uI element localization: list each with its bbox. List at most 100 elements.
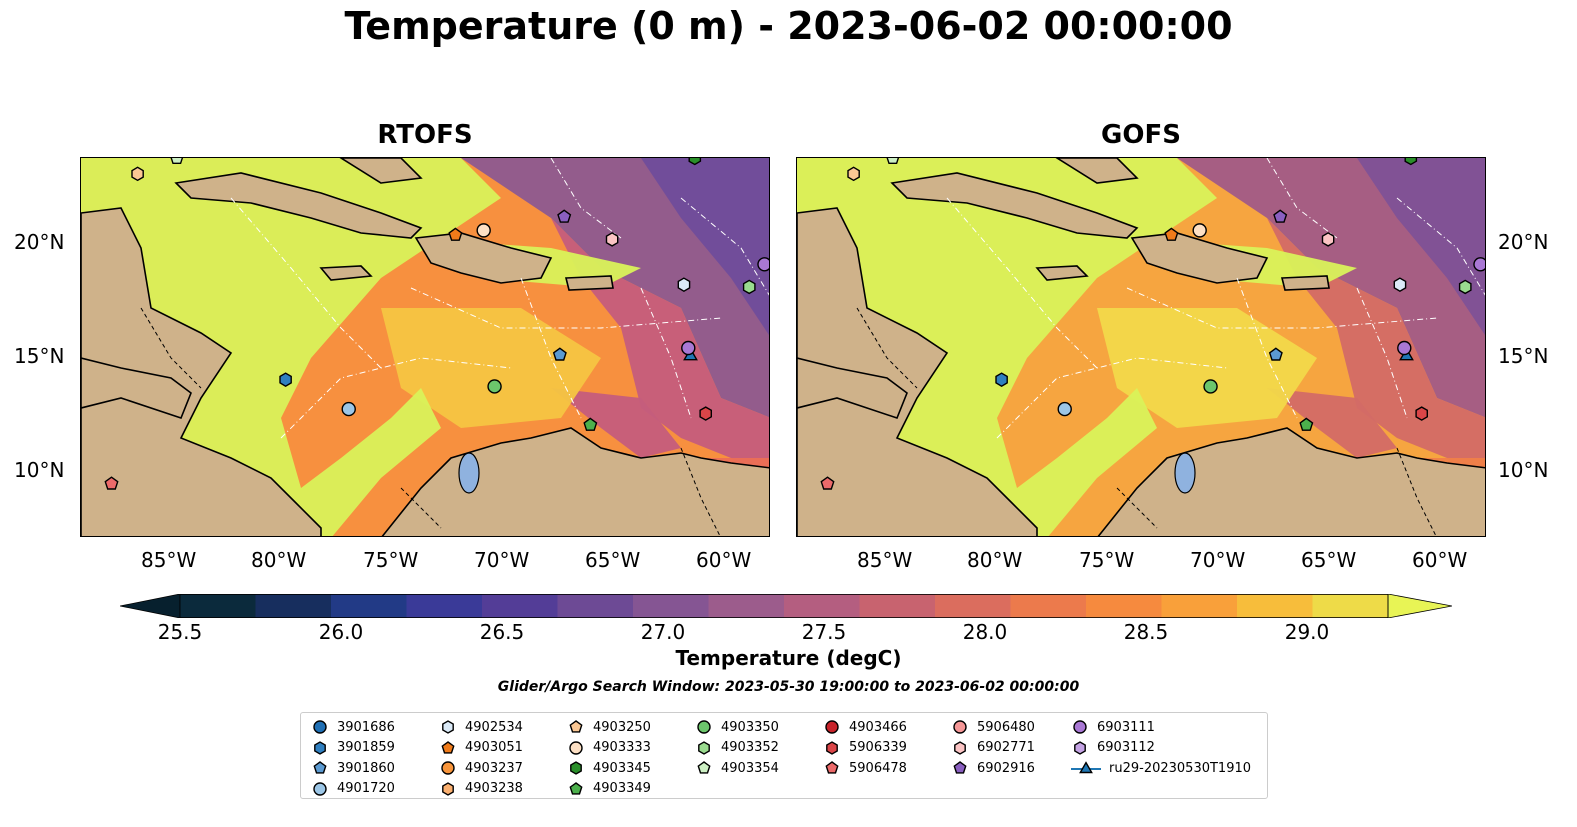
argo-marker-3901859 xyxy=(279,372,292,388)
legend-marker xyxy=(697,720,711,734)
argo-marker-4903349 xyxy=(1299,417,1314,431)
legend-label: 3901860 xyxy=(337,760,395,776)
legend-label: 4903466 xyxy=(849,719,907,735)
legend-marker xyxy=(698,740,710,755)
yucatan-land xyxy=(797,357,908,419)
legend-hexagon-marker xyxy=(1074,740,1086,755)
legend-label: 4903051 xyxy=(465,740,523,756)
lat-tick-right-15: 15°N xyxy=(1498,344,1549,368)
legend-marker xyxy=(442,720,454,735)
legend-label: 4901720 xyxy=(337,781,395,797)
legend-item: 4902534 xyxy=(439,717,523,738)
legend-label: 3901859 xyxy=(337,740,395,756)
lon-tick-gofs-65: 65°W xyxy=(1301,548,1357,572)
colorbar-segment xyxy=(1010,594,1087,618)
legend-marker xyxy=(313,782,327,796)
legend-label: 6902916 xyxy=(977,760,1035,776)
eez-boundary xyxy=(550,158,622,239)
legend-label: 3901686 xyxy=(337,719,395,735)
legend-pentagon-marker xyxy=(569,720,583,733)
legend-circle-marker xyxy=(569,741,583,755)
colorbar-segment xyxy=(633,594,709,618)
legend-column: 4903350 4903352 4903354 xyxy=(695,717,779,779)
colorbar-segment xyxy=(482,594,558,618)
legend-item: 3901686 xyxy=(311,717,395,738)
argo-marker-4903352 xyxy=(742,279,756,295)
legend-item: 4903250 xyxy=(567,717,651,738)
argo-marker-5906478 xyxy=(104,476,119,490)
argo-marker-3901860 xyxy=(1268,347,1283,361)
eez-boundary xyxy=(280,357,512,439)
legend-hexagon-marker xyxy=(314,740,326,755)
argo-marker-6902771 xyxy=(1321,232,1335,247)
legend-marker xyxy=(569,781,583,795)
argo-marker-4903354 xyxy=(886,158,900,165)
map-panel-rtofs[interactable] xyxy=(80,157,770,537)
legend-marker xyxy=(314,740,326,755)
colorbar-label: Temperature (degC) xyxy=(675,646,902,670)
colorbar-tick-28.5: 28.5 xyxy=(1123,620,1169,644)
colorbar-tick-26.0: 26.0 xyxy=(318,620,364,644)
temperature-zone xyxy=(641,158,769,335)
lon-tick-rtofs-70: 70°W xyxy=(474,548,530,572)
argo-marker-6903112 xyxy=(1473,257,1485,272)
eez-boundary xyxy=(230,197,382,369)
lat-tick-right-10: 10°N xyxy=(1498,458,1549,482)
legend-label: 4903352 xyxy=(721,740,779,756)
legend-item: 5906480 xyxy=(951,717,1035,738)
colorbar-segment xyxy=(935,594,1011,618)
legend-marker xyxy=(1074,740,1086,755)
legend-pentagon-marker xyxy=(313,761,327,774)
legend-item: 4903345 xyxy=(567,758,651,779)
colorbar-extend-max xyxy=(1387,594,1452,618)
eez-boundary xyxy=(1356,287,1408,419)
eez-boundary xyxy=(1266,158,1338,239)
colorbar-segment xyxy=(1237,594,1313,618)
legend-marker xyxy=(953,761,967,774)
argo-marker-4903250 xyxy=(131,166,144,182)
legend-item: 4901720 xyxy=(311,779,395,800)
legend-marker xyxy=(953,720,967,734)
argo-marker-5906478 xyxy=(820,476,835,490)
lon-tick-gofs-70: 70°W xyxy=(1190,548,1246,572)
colorbar-tick-27.5: 27.5 xyxy=(801,620,847,644)
lat-tick-right-20: 20°N xyxy=(1498,230,1549,254)
south-america-land xyxy=(1097,427,1485,536)
legend-label: 4903354 xyxy=(721,760,779,776)
legend-item: 6902916 xyxy=(951,758,1035,779)
argo-marker-6903112 xyxy=(757,257,769,272)
legend-column: 3901686 3901859 3901860 4901720 xyxy=(311,717,395,799)
panel-title-gofs: GOFS xyxy=(1101,120,1181,150)
argo-marker-6902771 xyxy=(605,232,619,247)
legend-marker xyxy=(570,761,582,776)
central-america-land xyxy=(797,207,1038,536)
colorbar-outline xyxy=(179,594,1389,618)
legend-label: 6903111 xyxy=(1097,719,1155,735)
argo-marker-6903111 xyxy=(681,340,696,356)
legend-item: 4903051 xyxy=(439,738,523,759)
puerto-rico-land xyxy=(564,275,614,291)
colorbar-segment xyxy=(180,594,256,618)
legend-label: 5906480 xyxy=(977,719,1035,735)
legend-item: 6902771 xyxy=(951,738,1035,759)
map-panel-gofs[interactable] xyxy=(796,157,1486,537)
bahamas-land xyxy=(1055,158,1139,184)
eez-boundary xyxy=(1126,287,1438,329)
south-america-land xyxy=(381,427,769,536)
legend-circle-marker xyxy=(697,720,711,734)
lon-tick-rtofs-75: 75°W xyxy=(363,548,419,572)
legend-item: 4903349 xyxy=(567,779,651,800)
eez-boundary xyxy=(410,287,722,329)
lake-maracaibo xyxy=(1174,452,1196,494)
temperature-map xyxy=(797,158,1485,536)
legend-pentagon-marker xyxy=(825,761,839,774)
legend-item: 6903112 xyxy=(1071,738,1251,759)
lon-tick-gofs-85: 85°W xyxy=(857,548,913,572)
colorbar-tick-28.0: 28.0 xyxy=(962,620,1008,644)
lon-tick-gofs-75: 75°W xyxy=(1079,548,1135,572)
lat-tick-left-10: 10°N xyxy=(14,458,65,482)
argo-marker-5906339 xyxy=(699,406,712,421)
legend-marker xyxy=(825,761,839,774)
puerto-rico-land xyxy=(1280,275,1330,291)
lat-tick-left-20: 20°N xyxy=(14,230,65,254)
